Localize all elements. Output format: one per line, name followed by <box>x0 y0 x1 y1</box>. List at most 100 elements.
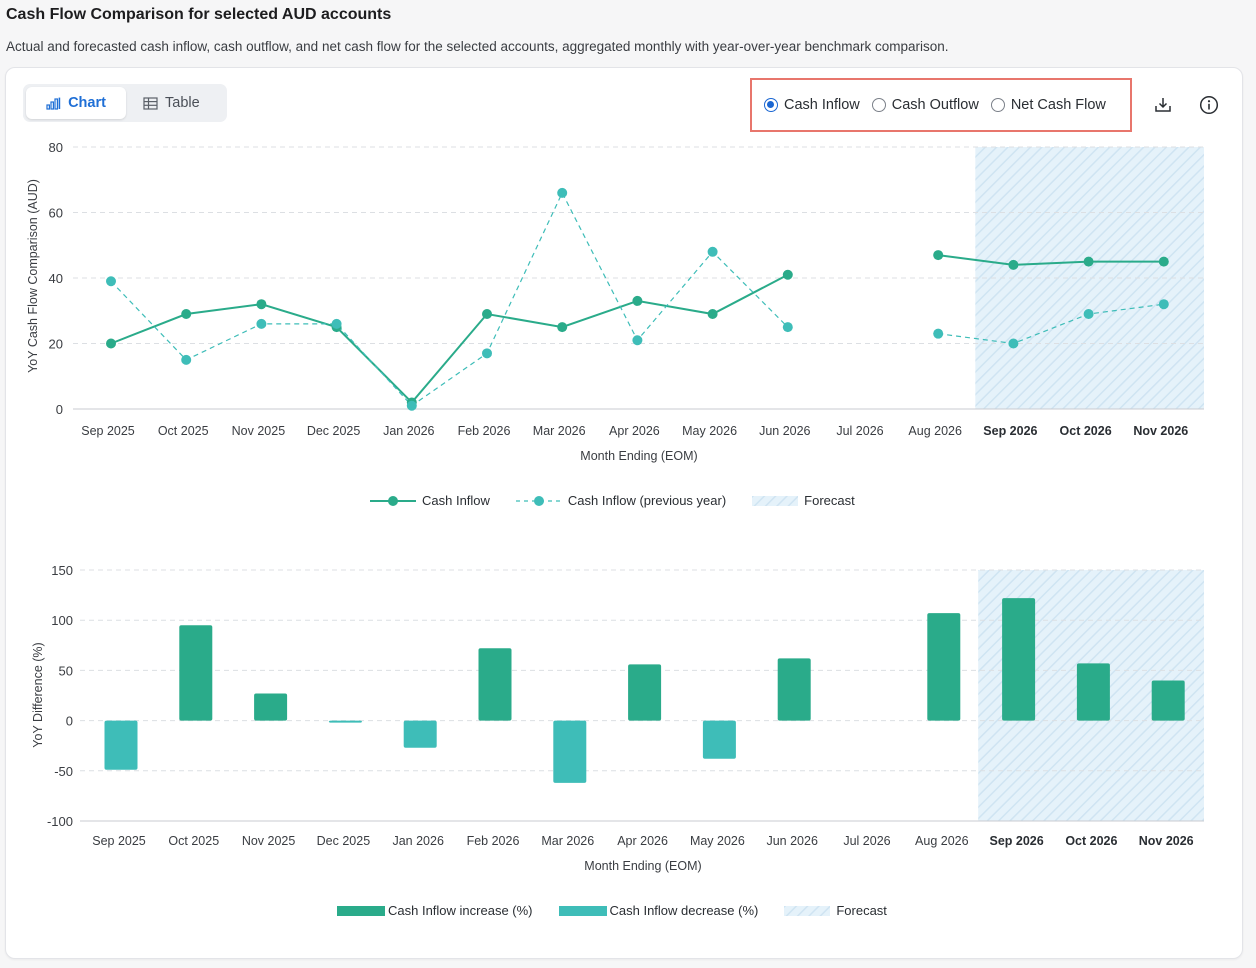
radio-net-cash-flow-dot[interactable] <box>990 98 1005 112</box>
increase-bar[interactable] <box>1151 680 1185 721</box>
x-tick-label: Jul 2026 <box>836 424 883 438</box>
previous-year-point[interactable] <box>933 328 944 339</box>
x-tick-label: Jul 2026 <box>843 834 890 848</box>
x-tick-label: Sep 2026 <box>989 834 1043 848</box>
page-subtitle: Actual and forecasted cash inflow, cash … <box>6 39 949 54</box>
previous-year-point[interactable] <box>1008 338 1019 349</box>
inflow-point[interactable] <box>256 299 267 310</box>
y-tick-label: 20 <box>49 337 63 352</box>
bar-chart-xlabel: Month Ending (EOM) <box>584 859 701 873</box>
legend-cash-inflow-label: Cash Inflow <box>422 493 490 508</box>
radio-net-cash-flow[interactable]: Net Cash Flow <box>990 97 1106 113</box>
legend-decrease: Cash Inflow decrease (%) <box>558 903 759 918</box>
legend-forecast-swatch <box>752 495 799 506</box>
radio-cash-outflow-dot[interactable] <box>871 98 886 112</box>
previous-year-point[interactable] <box>557 187 568 198</box>
inflow-point[interactable] <box>557 322 568 333</box>
radio-cash-inflow[interactable]: Cash Inflow <box>764 97 860 113</box>
increase-bar[interactable] <box>1002 598 1036 721</box>
inflow-point[interactable] <box>482 309 492 320</box>
table-view-label: Table <box>165 95 200 111</box>
increase-bar[interactable] <box>179 625 213 721</box>
previous-year-point[interactable] <box>1158 299 1169 310</box>
x-tick-label: May 2026 <box>682 424 737 438</box>
info-icon <box>1199 95 1219 115</box>
decrease-bar[interactable] <box>702 720 736 759</box>
y-tick-label: 50 <box>59 663 73 678</box>
decrease-bar[interactable] <box>104 720 138 770</box>
inflow-point[interactable] <box>1158 256 1169 267</box>
increase-bar[interactable] <box>254 693 288 721</box>
download-icon <box>1155 98 1171 112</box>
x-tick-label: Aug 2026 <box>915 834 969 848</box>
previous-year-point[interactable] <box>707 246 718 257</box>
previous-year-point[interactable] <box>181 354 192 365</box>
bar-chart-legend: Cash Inflow increase (%) Cash Inflow dec… <box>337 903 913 918</box>
inflow-point[interactable] <box>632 295 643 306</box>
x-tick-label: Jan 2026 <box>383 424 434 438</box>
x-tick-label: Oct 2026 <box>1065 834 1117 848</box>
x-tick-label: Oct 2025 <box>158 424 209 438</box>
previous-year-point[interactable] <box>1083 309 1094 320</box>
previous-year-point[interactable] <box>406 400 417 411</box>
previous-year-point[interactable] <box>482 348 492 359</box>
radio-cash-inflow-dot[interactable] <box>764 98 778 112</box>
legend-dashed-line-marker <box>515 495 562 506</box>
x-tick-label: Oct 2026 <box>1060 424 1112 438</box>
radio-cash-outflow-label: Cash Outflow <box>891 97 979 113</box>
download-button[interactable] <box>1151 93 1175 117</box>
inflow-point[interactable] <box>707 309 718 320</box>
decrease-bar[interactable] <box>403 720 437 748</box>
legend-bar-forecast: Forecast <box>784 903 887 918</box>
line-chart-ylabel: YoY Cash Flow Comparison (AUD) <box>26 179 40 373</box>
inflow-point[interactable] <box>1008 259 1019 270</box>
radio-cash-inflow-label: Cash Inflow <box>784 97 860 113</box>
x-tick-label: Jun 2026 <box>759 424 810 438</box>
series-line <box>110 273 789 404</box>
x-tick-label: Sep 2025 <box>92 834 146 848</box>
decrease-bar[interactable] <box>328 720 362 723</box>
x-tick-label: Dec 2025 <box>317 834 371 848</box>
increase-bar[interactable] <box>478 648 512 721</box>
inflow-point[interactable] <box>106 338 116 349</box>
series-line <box>938 254 1164 266</box>
inflow-point[interactable] <box>782 269 793 280</box>
x-tick-label: Nov 2025 <box>242 834 296 848</box>
inflow-point[interactable] <box>933 250 944 261</box>
y-tick-label: 150 <box>51 563 73 578</box>
table-view-button[interactable]: Table <box>143 87 227 119</box>
legend-decrease-label: Cash Inflow decrease (%) <box>609 903 759 918</box>
previous-year-point[interactable] <box>782 322 793 333</box>
increase-bar[interactable] <box>1076 663 1110 721</box>
radio-net-cash-flow-label: Net Cash Flow <box>1010 97 1106 113</box>
radio-cash-outflow[interactable]: Cash Outflow <box>871 97 979 113</box>
x-tick-label: May 2026 <box>690 834 745 848</box>
previous-year-point[interactable] <box>632 335 643 346</box>
page-title: Cash Flow Comparison for selected AUD ac… <box>6 6 392 23</box>
inflow-point[interactable] <box>181 309 192 320</box>
x-tick-label: Apr 2026 <box>609 424 660 438</box>
chart-view-label: Chart <box>68 95 106 111</box>
increase-bar[interactable] <box>927 613 961 721</box>
increase-bar[interactable] <box>777 658 811 721</box>
legend-forecast-label: Forecast <box>804 493 855 508</box>
x-tick-label: Oct 2025 <box>168 834 219 848</box>
info-button[interactable] <box>1197 93 1221 117</box>
x-tick-label: Sep 2025 <box>81 424 135 438</box>
previous-year-point[interactable] <box>256 318 267 329</box>
bar-chart-icon <box>46 97 61 110</box>
previous-year-point[interactable] <box>331 318 342 329</box>
chart-view-button[interactable]: Chart <box>26 87 126 119</box>
y-tick-label: 100 <box>51 613 73 628</box>
decrease-bar[interactable] <box>553 720 587 783</box>
previous-year-point[interactable] <box>106 276 116 287</box>
bar-chart-ylabel: YoY Difference (%) <box>31 642 45 747</box>
increase-bar[interactable] <box>628 664 662 721</box>
y-tick-label: 0 <box>56 402 63 417</box>
legend-decrease-swatch <box>558 905 607 916</box>
y-tick-label: 40 <box>49 271 63 286</box>
inflow-point[interactable] <box>1083 256 1094 267</box>
view-toggle: Chart Table <box>23 84 227 122</box>
bar-chart: -100 -50 0 50 100 150 Sep 2025 Oct 2025 Nov 202… <box>31 563 1204 873</box>
x-tick-label: Aug 2026 <box>908 424 962 438</box>
